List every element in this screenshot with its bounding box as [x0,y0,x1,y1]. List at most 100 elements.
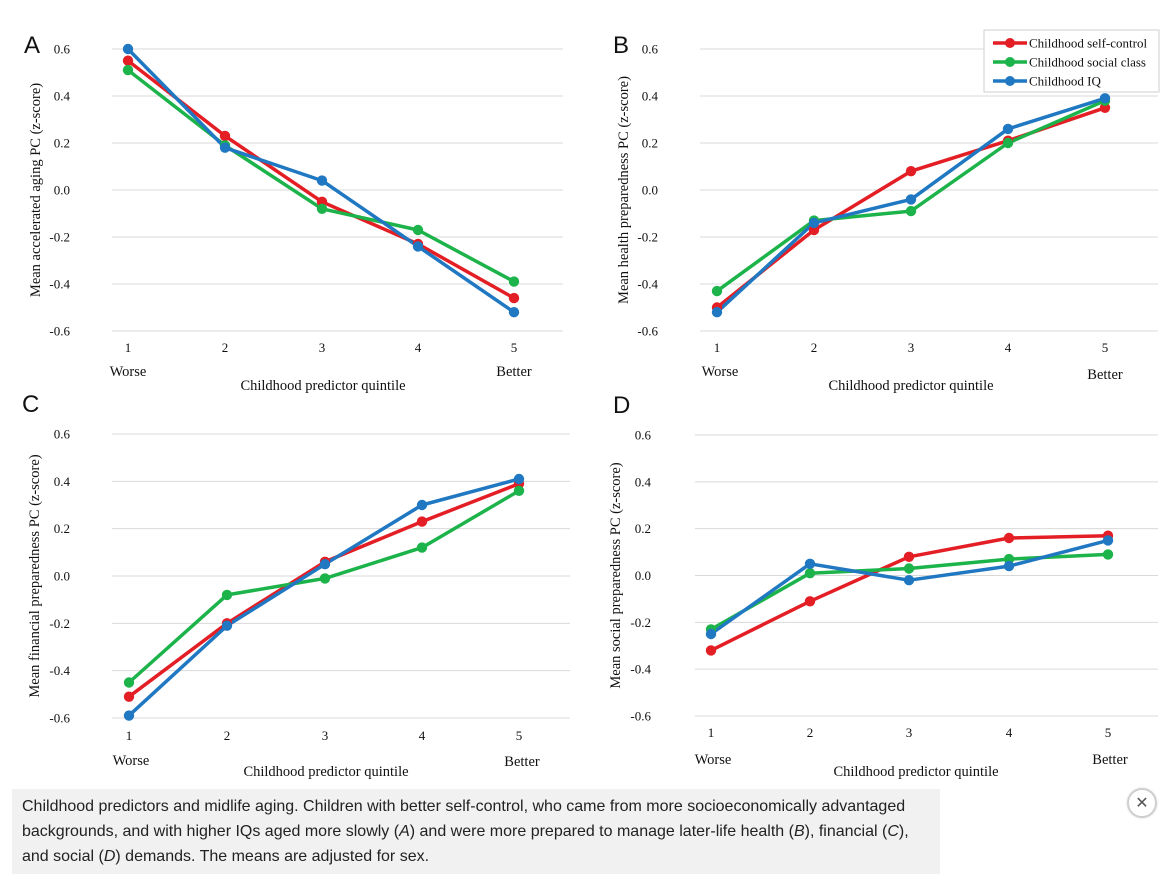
x-tick-label: 5 [516,728,523,743]
y-tick-label: 0.2 [54,521,70,536]
chart-panel-a: A 0.6 0.4 0.2 0.0 -0.2 -0.4 -0.6 1 2 3 4 5 Worse Bette… [24,32,563,394]
x-tick-label: 5 [511,340,518,355]
y-tick-label: 0.2 [54,136,70,151]
data-point-iq [1099,93,1111,104]
x-tick-label: 3 [908,340,915,355]
data-point-iq [513,473,525,485]
data-point-social-class [319,573,331,584]
y-tick-label: 0.2 [642,136,658,151]
y-tick-label: 0.0 [54,569,70,584]
y-tick-label: 0.6 [642,42,659,57]
y-tick-label: -0.6 [637,324,658,339]
data-point-iq [412,241,424,252]
data-point-iq [711,307,723,318]
data-point-iq [1002,123,1014,135]
figure-caption: Childhood predictors and midlife aging. … [12,789,940,874]
chart-panel-d: D 0.6 0.4 0.2 0.0 -0.2 -0.4 -0.6 1 2 3 4 5 Worse Bette… [608,392,1158,780]
panel-letter: A [24,32,40,59]
data-point-social-class [513,485,525,496]
x-tick-label: 1 [125,340,132,355]
x-axis-title: Childhood predictor quintile [240,378,405,394]
series-line-self-control [127,482,520,699]
y-axis-title: Mean social preparedness PC (z-score) [608,462,624,688]
data-point-self-control [903,551,915,562]
data-point-self-control [905,166,917,177]
panel-letter: C [22,391,39,418]
x-low-label: Worse [110,364,147,380]
data-point-iq [903,575,915,586]
data-point-iq [316,175,328,186]
y-axis-title: Mean accelerated aging PC (z-score) [28,83,44,297]
x-high-label: Better [496,364,532,380]
data-point-self-control [123,691,135,702]
y-tick-label: -0.4 [49,663,70,678]
x-tick-label: 3 [322,728,329,743]
data-point-iq [508,307,520,318]
data-point-iq [804,558,816,569]
y-tick-label: 0.2 [635,521,651,536]
x-tick-label: 3 [906,725,913,740]
data-point-social-class [1002,137,1014,149]
data-point-social-class [804,568,816,579]
caption-text: ) and were more prepared to manage later… [409,823,794,840]
x-tick-label: 2 [224,728,231,743]
x-axis-title: Childhood predictor quintile [243,764,408,780]
x-high-label: Better [504,754,540,770]
x-tick-label: 1 [126,728,133,743]
x-tick-label: 2 [222,340,229,355]
data-point-iq [905,194,917,205]
y-tick-label: -0.6 [49,324,70,339]
caption-panel-ref-d: D [103,848,116,865]
x-tick-label: 1 [714,340,721,355]
y-tick-label: 0.4 [54,474,71,489]
series-line-iq [715,96,1106,314]
data-point-social-class [412,224,424,236]
data-point-social-class [221,589,233,601]
data-point-iq [122,43,134,55]
data-point-iq [319,559,331,570]
y-tick-label: 0.6 [54,427,71,442]
x-tick-label: 2 [807,725,814,740]
y-tick-label: -0.2 [630,615,651,630]
x-tick-label: 4 [419,728,426,743]
x-tick-label: 4 [1006,725,1013,740]
close-button[interactable]: ✕ [1127,788,1157,818]
caption-panel-ref-a: A [399,823,410,840]
x-axis-title: Childhood predictor quintile [833,764,998,780]
x-tick-label: 5 [1105,725,1112,740]
x-tick-label: 4 [415,340,422,355]
x-axis-title: Childhood predictor quintile [828,378,993,394]
data-point-self-control [804,596,816,607]
x-tick-label: 4 [1005,340,1012,355]
caption-panel-ref-c: C [887,823,899,840]
y-tick-label: 0.0 [635,568,651,583]
data-point-social-class [316,203,328,214]
caption-text: Childhood predictors and midlife aging. … [22,798,906,840]
legend-swatch-marker [1005,38,1015,48]
data-point-social-class [905,205,917,217]
data-point-self-control [122,55,134,66]
data-point-iq [221,620,233,631]
y-tick-label: -0.6 [630,709,651,724]
data-point-social-class [416,542,428,553]
x-tick-label: 2 [811,340,818,355]
y-tick-label: 0.6 [635,428,652,443]
y-tick-label: 0.0 [54,183,70,198]
close-icon: ✕ [1135,793,1149,812]
data-point-self-control [416,516,428,527]
data-point-social-class [508,276,520,287]
legend: Childhood self-control Childhood social c… [983,29,1160,93]
x-low-label: Worse [702,364,739,380]
data-point-self-control [508,292,520,304]
data-point-social-class [903,563,915,574]
x-low-label: Worse [113,753,150,769]
panel-letter: B [613,32,629,59]
legend-label: Childhood IQ [1029,74,1101,89]
x-tick-label: 1 [708,725,715,740]
caption-text: ), financial ( [804,823,888,840]
legend-swatch-marker [1005,57,1015,67]
panel-letter: D [613,392,630,419]
data-point-social-class [122,64,134,76]
x-tick-label: 5 [1102,340,1109,355]
y-tick-label: -0.4 [630,662,651,677]
